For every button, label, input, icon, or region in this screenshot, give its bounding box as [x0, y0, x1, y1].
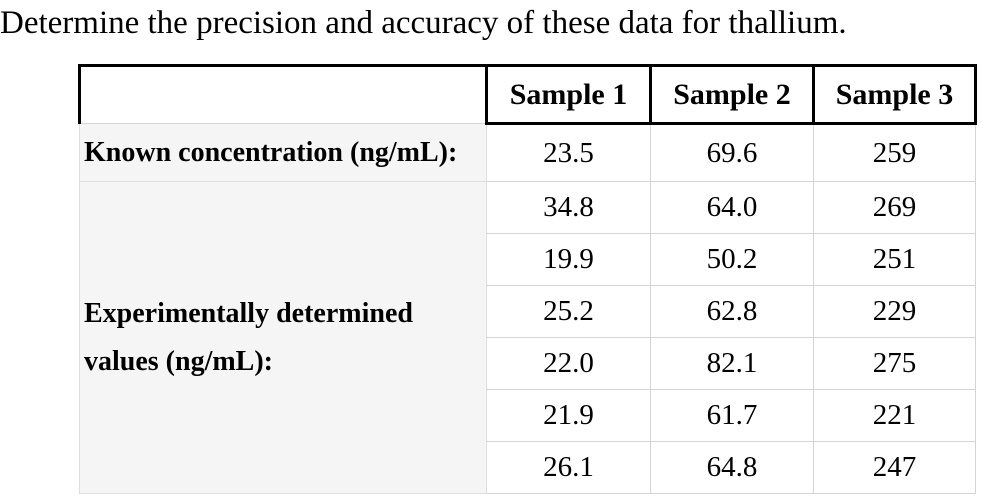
- column-header-sample-3: Sample 3: [812, 64, 977, 125]
- experimental-row-6: 26.1 64.8 247: [80, 441, 976, 494]
- cell-known-sample-2: 69.6: [650, 123, 814, 182]
- cell-exp-r5-sample-3: 221: [813, 389, 976, 442]
- cell-exp-r4-sample-3: 275: [813, 337, 976, 390]
- experimental-label-line-1: Experimentally determined: [84, 297, 413, 329]
- corner-cell: [78, 64, 487, 124]
- experimental-row-4: 22.0 82.1 275: [80, 337, 976, 390]
- cell-exp-r5-sample-1: 21.9: [486, 389, 651, 442]
- thallium-data-table: Sample 1 Sample 2 Sample 3 Known concent…: [78, 64, 977, 494]
- cell-exp-r6-sample-3: 247: [813, 441, 976, 494]
- experimental-row-5: 21.9 61.7 221: [80, 389, 976, 442]
- cell-exp-r2-sample-1: 19.9: [486, 233, 651, 286]
- cell-exp-r1-sample-3: 269: [813, 181, 976, 234]
- question-text: Determine the precision and accuracy of …: [0, 5, 847, 41]
- row-label-known-concentration: Known concentration (ng/mL):: [79, 123, 487, 182]
- cell-exp-r2-sample-3: 251: [813, 233, 976, 286]
- cell-exp-r3-sample-3: 229: [813, 285, 976, 338]
- cell-known-sample-3: 259: [813, 123, 976, 182]
- experimental-row-3: 25.2 62.8 229: [80, 285, 976, 338]
- column-header-sample-2: Sample 2: [649, 64, 815, 125]
- cell-exp-r6-sample-2: 64.8: [650, 441, 814, 494]
- cell-exp-r4-sample-2: 82.1: [650, 337, 814, 390]
- cell-exp-r6-sample-1: 26.1: [486, 441, 651, 494]
- experimental-row-2: 19.9 50.2 251: [80, 233, 976, 286]
- cell-exp-r3-sample-1: 25.2: [486, 285, 651, 338]
- experimental-row-1: Experimentally determined values (ng/mL)…: [79, 181, 976, 494]
- cell-exp-r2-sample-2: 50.2: [650, 233, 814, 286]
- cell-exp-r1-sample-1: 34.8: [486, 181, 651, 234]
- row-label-experimental-values: Experimentally determined values (ng/mL)…: [79, 181, 487, 494]
- cell-exp-r5-sample-2: 61.7: [650, 389, 814, 442]
- known-concentration-row: Known concentration (ng/mL): 23.5 69.6 2…: [79, 123, 976, 182]
- table-header-row: Sample 1 Sample 2 Sample 3: [78, 64, 977, 125]
- experimental-label-line-2: values (ng/mL):: [84, 345, 273, 377]
- cell-exp-r1-sample-2: 64.0: [650, 181, 814, 234]
- cell-known-sample-1: 23.5: [486, 123, 651, 182]
- cell-exp-r4-sample-1: 22.0: [486, 337, 651, 390]
- column-header-sample-1: Sample 1: [485, 64, 652, 125]
- cell-exp-r3-sample-2: 62.8: [650, 285, 814, 338]
